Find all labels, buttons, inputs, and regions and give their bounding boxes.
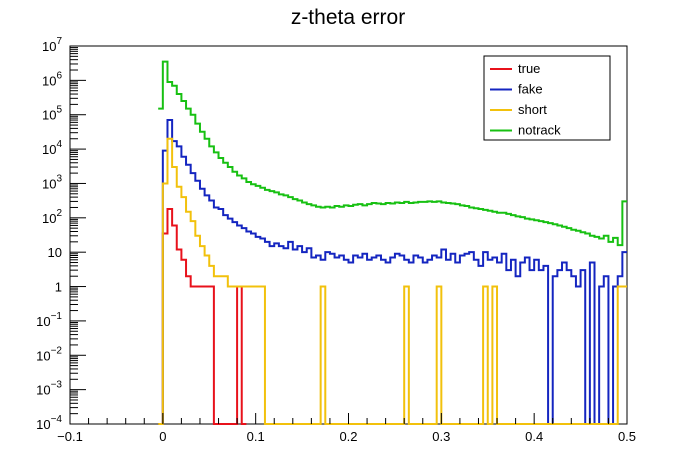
y-tick-label: 10−4	[36, 414, 62, 432]
y-tick-label: 10−2	[36, 345, 62, 363]
x-tick-label: −0.1	[57, 429, 83, 444]
series-layer	[158, 60, 627, 425]
series-true-line	[158, 208, 247, 425]
x-tick-label: 0.2	[339, 429, 357, 444]
y-tick-label: 10−1	[36, 311, 62, 329]
y-tick-label: 107	[42, 36, 62, 54]
legend-label-true: true	[518, 61, 540, 76]
legend-label-short: short	[518, 102, 547, 117]
y-tick-label: 1	[55, 280, 62, 295]
x-tick-label: 0.4	[525, 429, 543, 444]
y-tick-label: 106	[42, 70, 62, 88]
axis-layer: −0.1 0 0.1 0.2 0.3 0.4 0.5 10−4 10−3 10−2 10−1 1 10 1…	[36, 36, 636, 444]
legend-entries: true fake short notrack	[490, 61, 561, 138]
y-tick-label: 102	[42, 208, 62, 226]
x-tick-label: 0.3	[432, 429, 450, 444]
legend: true fake short notrack	[483, 55, 611, 141]
y-tick-label: 103	[42, 173, 62, 191]
series-fake-line	[158, 119, 627, 425]
series-notrack-line	[158, 60, 627, 247]
legend-label-notrack: notrack	[518, 123, 561, 138]
series-short-line	[158, 137, 627, 425]
y-tick-label: 104	[42, 139, 62, 157]
legend-label-fake: fake	[518, 82, 543, 97]
y-tick-label: 10−3	[36, 380, 62, 398]
x-tick-label: 0.1	[247, 429, 265, 444]
chart-title: z-theta error	[290, 6, 406, 29]
x-tick-label: 0	[159, 429, 166, 444]
y-tick-label: 10	[48, 245, 62, 260]
y-tick-label: 105	[42, 105, 62, 123]
x-tick-label: 0.5	[618, 429, 636, 444]
